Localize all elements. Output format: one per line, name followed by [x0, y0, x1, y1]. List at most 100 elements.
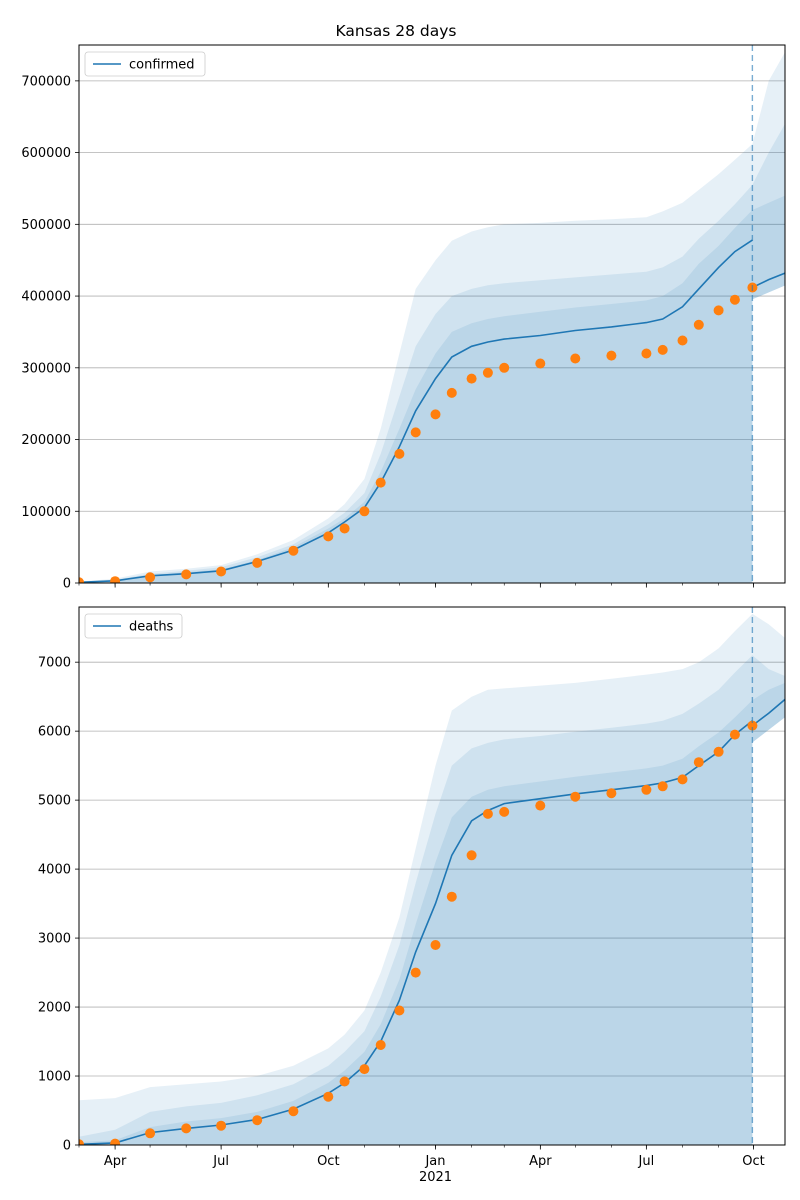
observed-point: [713, 746, 724, 757]
observed-point: [446, 387, 457, 398]
uncertainty-band-1: [79, 655, 785, 1145]
observed-point: [252, 557, 263, 568]
x-tick-label: Jan: [424, 1154, 445, 1169]
observed-point: [713, 305, 724, 316]
legend-box: [84, 613, 183, 639]
y-tick-label: 300000: [21, 361, 71, 376]
observed-point: [446, 891, 457, 902]
legend: deaths: [84, 613, 183, 639]
x-tick-label: Apr: [104, 1154, 127, 1169]
observed-point: [606, 350, 617, 361]
x-tick-label: Oct: [317, 1154, 339, 1169]
observed-point: [410, 427, 421, 438]
y-tick-label: 600000: [21, 146, 71, 161]
observed-point: [181, 569, 192, 580]
observed-point: [499, 362, 510, 373]
y-tick-label: 100000: [21, 505, 71, 520]
observed-point: [430, 940, 441, 950]
x-year-label: 2021: [419, 1170, 452, 1185]
observed-point: [466, 850, 477, 861]
x-tick-label: Apr: [529, 1154, 552, 1169]
y-tick-label: 2000: [38, 1001, 71, 1016]
observed-point: [375, 477, 386, 488]
observed-point: [747, 720, 758, 731]
observed-point: [430, 409, 441, 420]
observed-point: [110, 1138, 121, 1145]
observed-point: [693, 757, 704, 768]
chart-title: Kansas 28 days: [335, 22, 456, 40]
observed-point: [729, 294, 740, 305]
observed-point: [677, 774, 688, 785]
observed-point: [181, 1123, 192, 1134]
y-tick-label: 400000: [21, 290, 71, 305]
confirmed-panel: 0 100000 200000 300000 400000 500000 600000 700…: [21, 44, 786, 592]
y-tick-label: 700000: [21, 74, 71, 89]
y-tick-label: 1000: [38, 1070, 71, 1085]
observed-point: [359, 506, 370, 517]
x-tick-label: Oct: [742, 1154, 764, 1169]
y-tick-label: 200000: [21, 433, 71, 448]
uncertainty-band-2: [79, 195, 785, 583]
y-tick-label: 4000: [38, 863, 71, 878]
legend: confirmed: [84, 51, 206, 77]
observed-point: [216, 1120, 227, 1131]
observed-point: [145, 572, 156, 583]
legend-box: [84, 51, 206, 77]
observed-point: [394, 448, 405, 459]
observed-point: [657, 781, 668, 792]
observed-point: [323, 1091, 334, 1102]
observed-point: [145, 1128, 156, 1139]
model-line: [79, 720, 753, 1145]
observed-point: [359, 1064, 370, 1075]
y-tick-label: 500000: [21, 218, 71, 233]
y-tick-label: 7000: [38, 656, 71, 671]
legend-label: confirmed: [129, 58, 195, 73]
observed-point: [482, 367, 493, 378]
observed-point: [79, 1139, 84, 1145]
x-tick-label: Jul: [638, 1154, 655, 1169]
y-tick-label: 0: [63, 577, 71, 592]
y-tick-label: 0: [63, 1139, 71, 1154]
observed-point: [482, 808, 493, 819]
observed-point: [339, 1076, 350, 1087]
observed-point: [570, 353, 581, 364]
observed-point: [466, 373, 477, 384]
observed-point: [677, 335, 688, 346]
observed-point: [693, 319, 704, 330]
observed-point: [79, 577, 84, 583]
observed-point: [606, 788, 617, 799]
observed-point: [657, 344, 668, 355]
deaths-panel: 0 1000 2000 3000 4000 5000 6000 7000 Apr Jul Oct Ja…: [38, 606, 786, 1185]
y-tick-label: 5000: [38, 794, 71, 809]
plot-area: [79, 52, 785, 583]
observed-point: [729, 729, 740, 740]
observed-point: [252, 1115, 263, 1126]
y-tick-label: 6000: [38, 725, 71, 740]
observed-point: [288, 1106, 299, 1117]
observed-point: [641, 348, 652, 359]
observed-point: [535, 358, 546, 369]
observed-point: [410, 967, 421, 978]
observed-point: [288, 545, 299, 556]
uncertainty-band-1: [79, 123, 785, 583]
x-tick-label: Jul: [212, 1154, 229, 1169]
observed-point: [570, 791, 581, 802]
plot-frame: [78, 44, 786, 584]
observed-point: [110, 576, 121, 583]
observed-point: [641, 784, 652, 795]
y-tick-label: 3000: [38, 932, 71, 947]
uncertainty-band-0: [79, 52, 785, 583]
observed-point: [375, 1040, 386, 1050]
observed-point: [323, 531, 334, 542]
observed-point: [339, 523, 350, 534]
forecast-line: [751, 698, 785, 727]
observed-point: [394, 1005, 405, 1016]
legend-label: deaths: [129, 620, 174, 635]
uncertainty-band-0: [79, 613, 785, 1145]
observed-point: [216, 566, 227, 577]
model-line: [79, 239, 753, 583]
observed-point: [499, 806, 510, 817]
plot-frame: [78, 606, 786, 1146]
forecast-line: [752, 272, 785, 289]
